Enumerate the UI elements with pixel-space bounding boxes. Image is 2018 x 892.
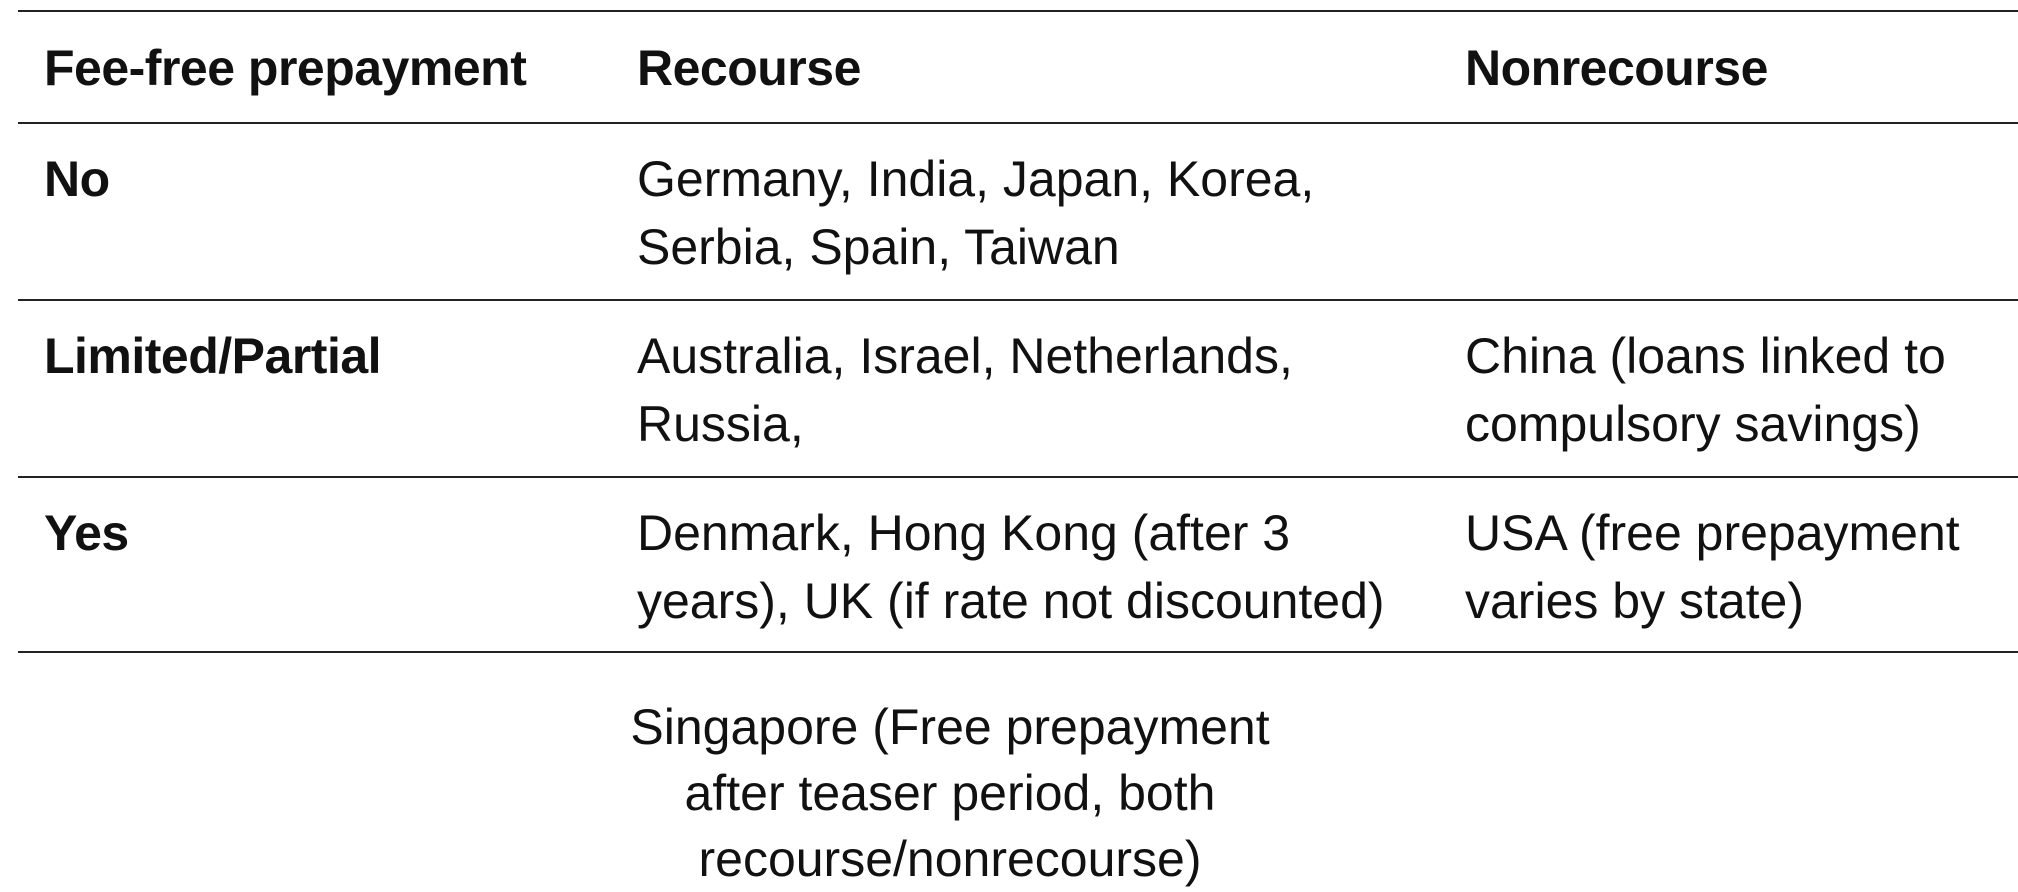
cell-line: China (loans linked to [1465,328,1946,384]
cell-line: Serbia, Spain, Taiwan [637,219,1120,275]
nonrecourse-cell-yes: USA (free prepayment varies by state) [1439,478,2018,651]
cell-line: Denmark, Hong Kong (after 3 [637,505,1291,561]
row-label-limited-partial: Limited/Partial [44,328,382,384]
singapore-footnote: Singapore (Free prepayment after teaser … [590,694,1310,892]
prepayment-recourse-table: Fee-free prepayment Recourse Nonrecourse… [18,10,2018,653]
cell-line: compulsory savings) [1465,396,1921,452]
recourse-cell-yes: Denmark, Hong Kong (after 3 years), UK (… [611,478,1439,651]
cell-line: Australia, Israel, Netherlands, [637,328,1293,384]
nonrecourse-cell-no [1439,124,2018,299]
cell-line: varies by state) [1465,573,1805,629]
header-recourse: Recourse [637,40,861,96]
footnote-line: recourse/nonrecourse) [698,831,1202,887]
cell-line: USA (free prepayment [1465,505,1960,561]
header-nonrecourse: Nonrecourse [1465,40,1768,96]
table-header-row: Fee-free prepayment Recourse Nonrecourse [18,10,2018,122]
row-label-yes: Yes [44,505,129,561]
recourse-cell-no: Germany, India, Japan, Korea, Serbia, Sp… [611,124,1439,299]
table-row-limited-partial: Limited/Partial Australia, Israel, Nethe… [18,299,2018,476]
row-label-no: No [44,151,110,207]
nonrecourse-cell-limited-partial: China (loans linked to compulsory saving… [1439,301,2018,476]
table-row-yes: Yes Denmark, Hong Kong (after 3 years), … [18,476,2018,653]
footnote-line: Singapore (Free prepayment after teaser … [630,699,1270,821]
cell-line: years), UK (if rate not discounted) [637,573,1385,629]
header-fee-free-prepayment: Fee-free prepayment [44,40,527,96]
cell-line: Germany, India, Japan, Korea, [637,151,1315,207]
table-row-no: No Germany, India, Japan, Korea, Serbia,… [18,122,2018,299]
cell-line: Russia, [637,396,804,452]
recourse-cell-limited-partial: Australia, Israel, Netherlands, Russia, [611,301,1439,476]
